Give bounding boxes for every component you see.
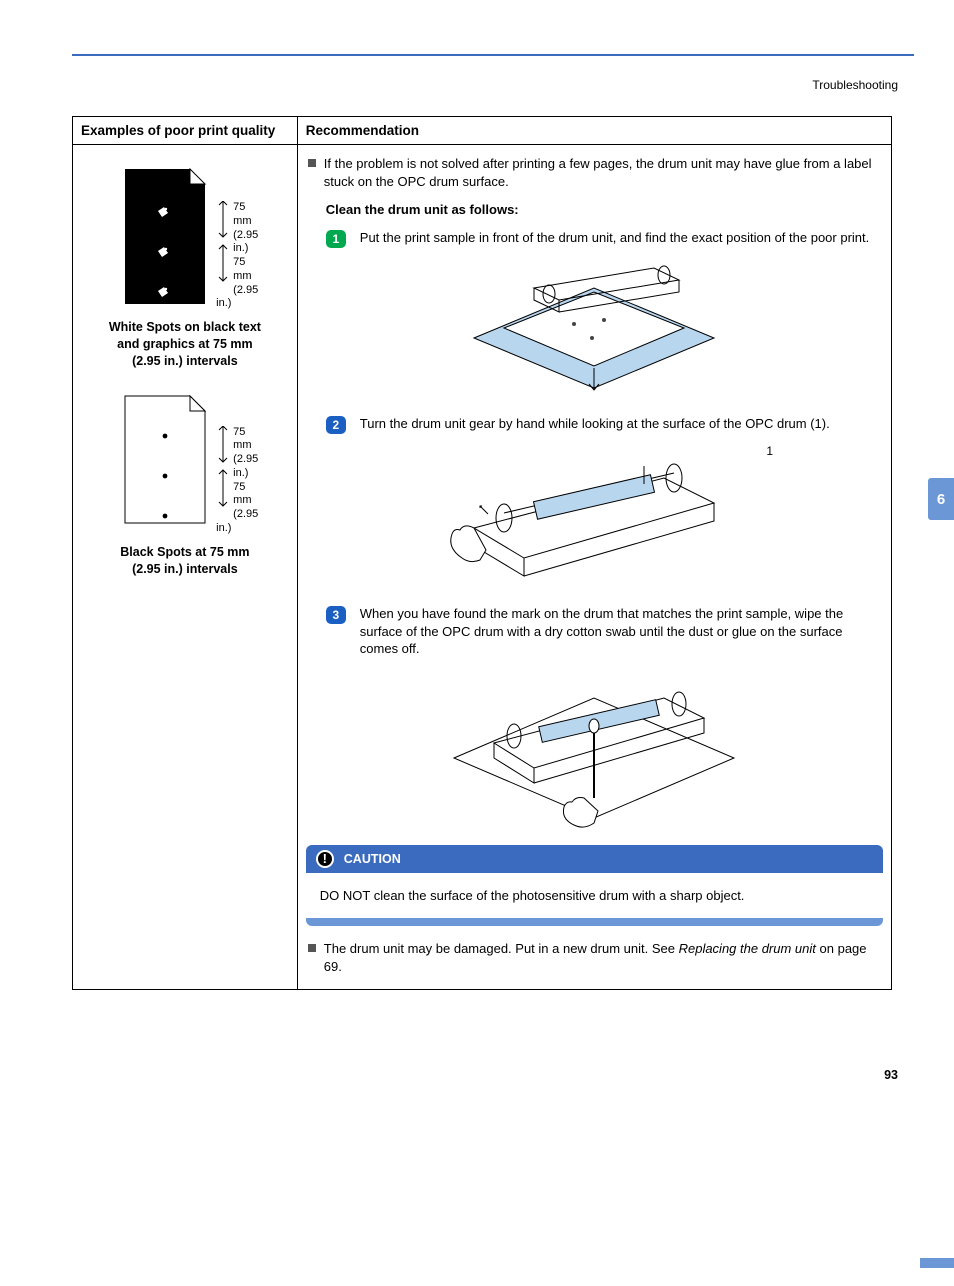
page: Troubleshooting 6 Examples of poor print… [0,54,954,1286]
caption-line: White Spots on black text [109,320,261,334]
interval-labels-2: 75 mm (2.95 in.) 75 mm (2.95 in.) [216,426,259,536]
interval-bracket-icon [216,201,230,285]
col-header-recommendation: Recommendation [297,117,891,145]
example-black-spots-caption: Black Spots at 75 mm (2.95 in.) interval… [87,544,283,578]
step-1: 1 Put the print sample in front of the d… [326,229,883,248]
bullet-square-icon [308,944,316,952]
figure-step-1 [306,258,883,401]
clean-drum-heading: Clean the drum unit as follows: [326,202,883,217]
step-3: 3 When you have found the mark on the dr… [326,605,883,658]
bullet-square-icon [308,159,316,167]
caution-header: ! CAUTION [306,845,883,873]
caption-line: and graphics at 75 mm [117,337,252,351]
step-2-text: Turn the drum unit gear by hand while lo… [360,415,883,433]
caution-box: ! CAUTION DO NOT clean the surface of th… [306,845,883,927]
step-badge-3: 3 [326,606,346,624]
section-label: Troubleshooting [0,78,898,92]
cell-examples: 75 mm (2.95 in.) 75 mm (2.95 in.) White … [73,145,298,990]
interval-mm: 75 mm [233,201,251,227]
interval-bracket-icon [216,426,230,510]
bullet2-link: Replacing the drum unit [679,941,816,956]
interval-mm: 75 mm [233,256,251,282]
step-2: 2 Turn the drum unit gear by hand while … [326,415,883,434]
step-3-text: When you have found the mark on the drum… [360,605,883,658]
example-black-spots-figure [110,388,210,528]
step-1-text: Put the print sample in front of the dru… [360,229,883,247]
page-footer-bar [920,1258,954,1268]
step-badge-1: 1 [326,230,346,248]
interval-in: (2.95 in.) [216,508,258,534]
caption-line: Black Spots at 75 mm [120,545,249,559]
interval-in: (2.95 in.) [233,453,258,479]
interval-mm: 75 mm [233,426,251,452]
interval-in: (2.95 in.) [233,229,258,255]
interval-in: (2.95 in.) [216,284,258,310]
chapter-tab: 6 [928,478,954,520]
bullet-text: If the problem is not solved after print… [324,155,883,190]
example-white-spots-caption: White Spots on black text and graphics a… [87,319,283,370]
interval-labels-1: 75 mm (2.95 in.) 75 mm (2.95 in.) [216,201,259,311]
caution-title: CAUTION [344,852,401,866]
page-number: 93 [0,1068,898,1082]
example-white-spots-figure [110,159,210,309]
cell-recommendation: If the problem is not solved after print… [297,145,891,990]
caution-body: DO NOT clean the surface of the photosen… [306,873,883,919]
example-white-spots: 75 mm (2.95 in.) 75 mm (2.95 in.) White … [81,159,289,370]
caption-line: (2.95 in.) intervals [132,354,238,368]
bullet2-pre: The drum unit may be damaged. Put in a n… [324,941,679,956]
example-black-spots: 75 mm (2.95 in.) 75 mm (2.95 in.) Black … [81,388,289,578]
warning-icon: ! [316,850,334,868]
bullet-text: The drum unit may be damaged. Put in a n… [324,940,883,975]
troubleshooting-table: Examples of poor print quality Recommend… [72,116,892,990]
step-badge-2: 2 [326,416,346,434]
col-header-examples: Examples of poor print quality [73,117,298,145]
bullet-item: If the problem is not solved after print… [306,155,883,190]
interval-mm: 75 mm [233,481,251,507]
caption-line: (2.95 in.) intervals [132,562,238,576]
figure-step-3 [306,668,883,831]
figure-2-callout: 1 [306,444,773,458]
caution-tail [306,918,883,926]
bullet-item: The drum unit may be damaged. Put in a n… [306,940,883,975]
figure-step-2: 1 [306,444,883,591]
top-rule [72,54,914,56]
